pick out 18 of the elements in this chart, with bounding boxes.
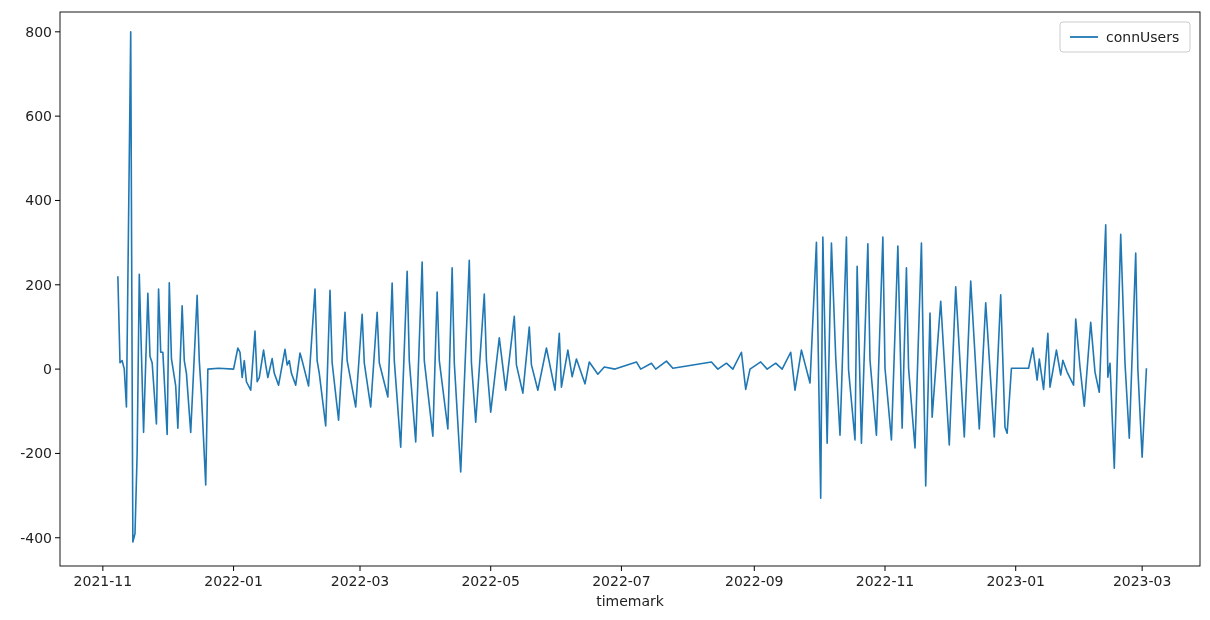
x-tick-label: 2021-11 xyxy=(73,573,133,589)
y-tick-label: 800 xyxy=(25,23,52,40)
x-tick-label: 2022-05 xyxy=(461,573,520,589)
x-tick-label: 2022-03 xyxy=(330,573,390,589)
y-tick-label: -200 xyxy=(20,445,52,462)
x-tick-label: 2022-11 xyxy=(855,573,915,589)
x-axis-title: timemark xyxy=(596,593,665,609)
y-tick-label: 400 xyxy=(25,192,52,209)
y-tick-label: 200 xyxy=(25,276,52,293)
y-tick-label: 600 xyxy=(25,108,52,125)
x-tick-label: 2023-01 xyxy=(986,573,1045,589)
x-tick-label: 2022-07 xyxy=(592,573,651,589)
x-tick-label: 2022-09 xyxy=(725,573,784,589)
x-tick-label: 2022-01 xyxy=(204,573,263,589)
y-tick-label: -400 xyxy=(20,529,52,546)
y-tick-label: 0 xyxy=(43,361,52,378)
x-tick-label: 2023-03 xyxy=(1112,573,1172,589)
legend-label: connUsers xyxy=(1106,29,1180,45)
